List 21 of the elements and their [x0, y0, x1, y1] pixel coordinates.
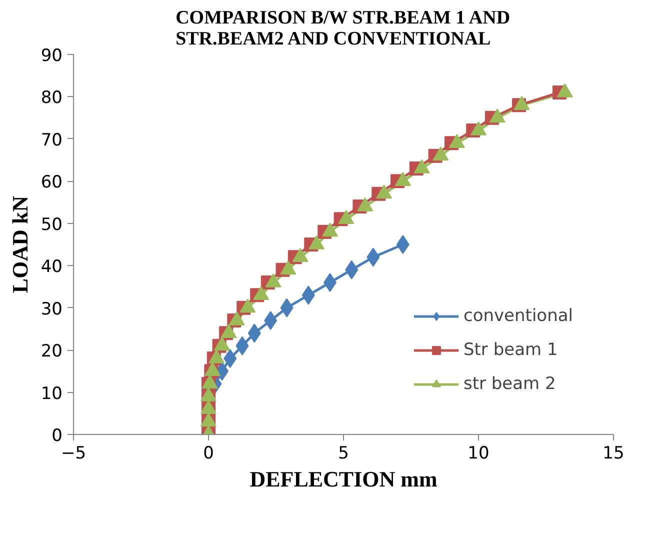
- x-tick-label: −5: [60, 444, 86, 464]
- y-tick-label: 40: [40, 257, 63, 278]
- legend-label: conventional: [463, 306, 573, 326]
- y-tick-label: 60: [40, 172, 63, 193]
- y-tick-label: 90: [40, 46, 63, 66]
- y-tick-label: 80: [40, 88, 63, 108]
- y-tick-label: 30: [40, 299, 63, 320]
- y-tick-label: 20: [40, 342, 63, 362]
- y-tick-label: 0: [52, 426, 63, 446]
- y-tick-label: 10: [40, 384, 63, 404]
- x-tick-label: 5: [338, 444, 349, 464]
- x-tick-label: 0: [203, 444, 214, 464]
- y-tick-label: 50: [40, 214, 63, 235]
- x-axis-title: DEFLECTION mm: [250, 466, 438, 492]
- y-axis-title: LOAD kN: [8, 196, 32, 294]
- legend-label: str beam 2: [463, 374, 556, 394]
- chart-title: COMPARISON B/W STR.BEAM 1 AND STR.BEAM2 AND CONVENTIONAL: [176, 8, 510, 50]
- legend-label: Str beam 1: [463, 340, 558, 360]
- y-tick-label: 70: [40, 130, 63, 150]
- x-tick-label: 10: [468, 444, 490, 464]
- x-tick-label: 15: [602, 444, 624, 464]
